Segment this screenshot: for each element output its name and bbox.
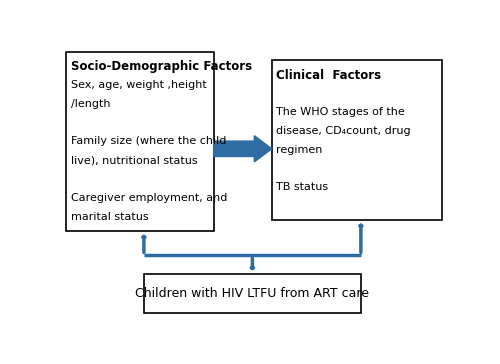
FancyBboxPatch shape (66, 52, 214, 232)
Text: regimen: regimen (276, 145, 323, 155)
Text: Clinical  Factors: Clinical Factors (276, 69, 382, 82)
Text: Socio-Demographic Factors: Socio-Demographic Factors (71, 60, 252, 74)
Text: Sex, age, weight ,height: Sex, age, weight ,height (71, 80, 207, 90)
Text: live), nutritional status: live), nutritional status (71, 155, 198, 165)
Text: Family size (where the child: Family size (where the child (71, 136, 227, 146)
FancyArrow shape (214, 136, 272, 162)
Text: disease, CD₄count, drug: disease, CD₄count, drug (276, 126, 411, 136)
Text: Children with HIV LTFU from ART care: Children with HIV LTFU from ART care (136, 286, 370, 300)
Text: Caregiver employment, and: Caregiver employment, and (71, 193, 228, 203)
FancyBboxPatch shape (144, 273, 361, 313)
FancyBboxPatch shape (272, 60, 442, 220)
Text: TB status: TB status (276, 182, 328, 193)
Text: The WHO stages of the: The WHO stages of the (276, 107, 405, 117)
Text: /length: /length (71, 99, 110, 109)
Text: marital status: marital status (71, 211, 148, 222)
